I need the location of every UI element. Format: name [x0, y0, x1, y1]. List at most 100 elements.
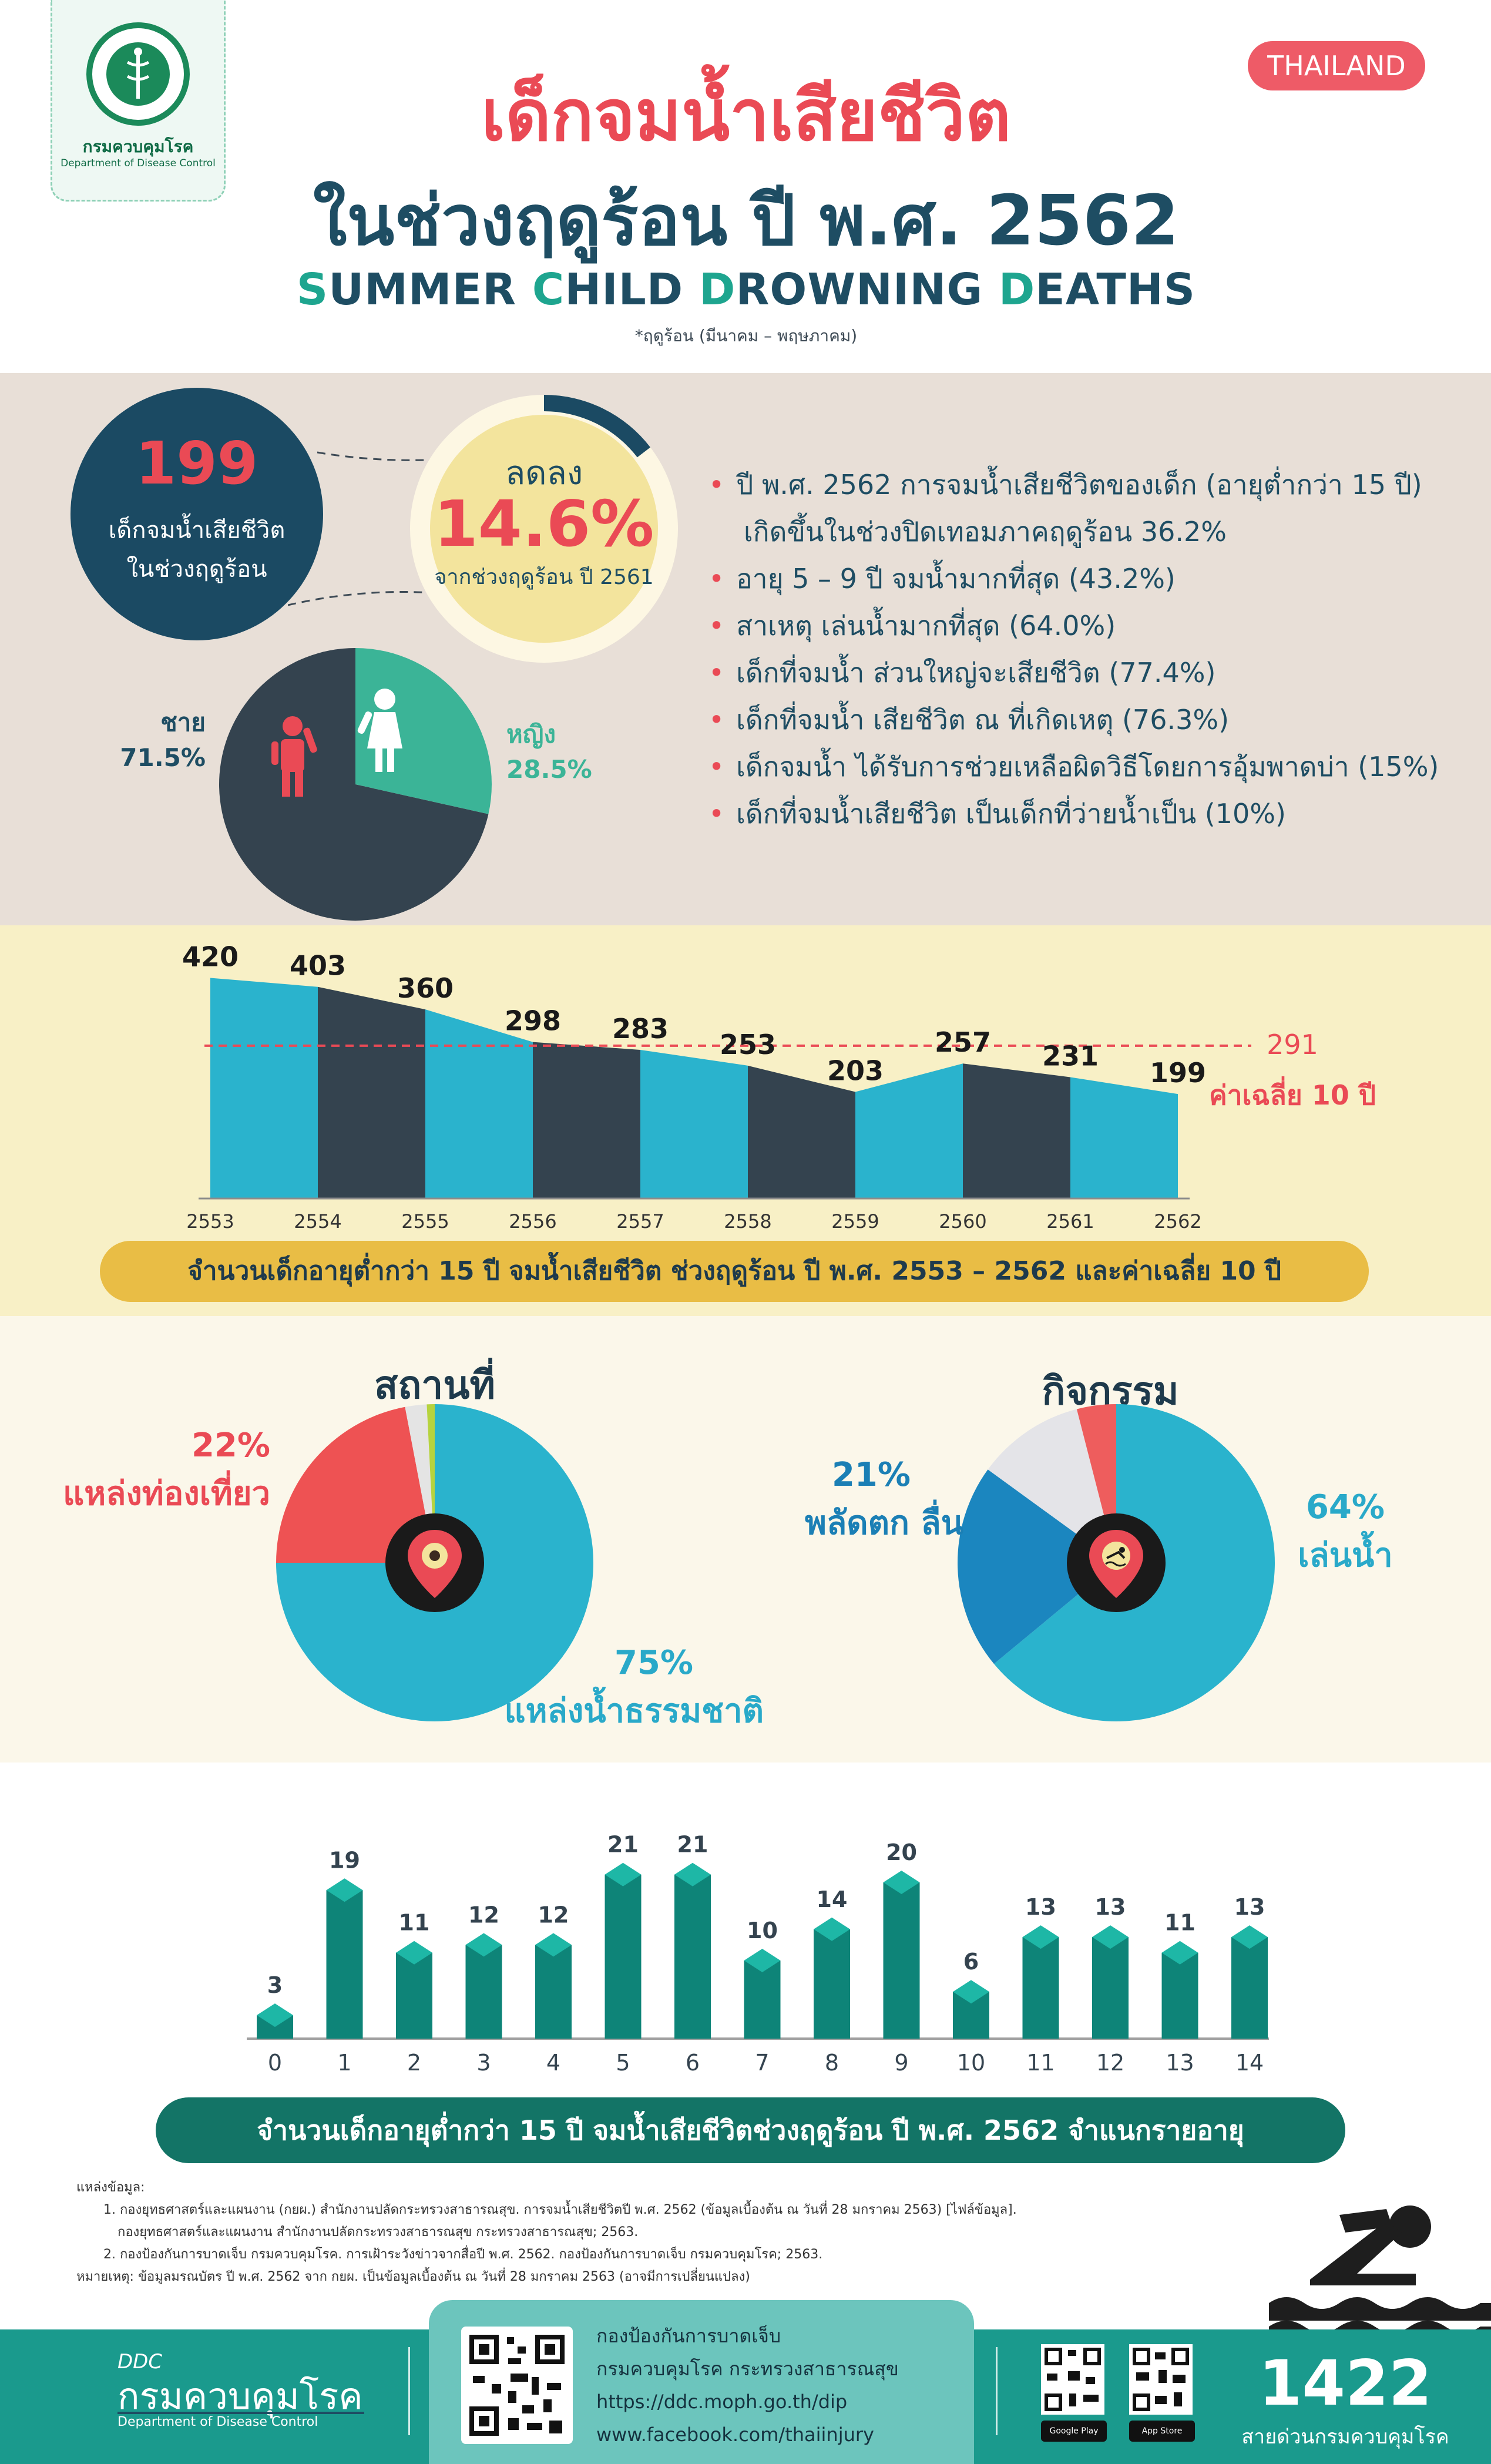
age-bar-top	[1231, 1925, 1268, 1949]
contact-info: กองป้องกันการบาดเจ็บ กรมควบคุมโรค กระทรว…	[596, 2319, 972, 2451]
age-value-label: 20	[886, 1839, 917, 1865]
bullet-icon: •	[708, 657, 725, 689]
trend-value-label: 360	[397, 972, 454, 1004]
contact-ministry: กรมควบคุมโรค กระทรวงสาธารณสุข	[596, 2358, 899, 2380]
trend-area-segment	[748, 1065, 855, 1199]
source-line: 1. กองยุทธศาสตร์และแผนงาน (กยผ.) สำนักงา…	[103, 2203, 1017, 2217]
age-bar	[605, 1874, 642, 2039]
age-category-label: 0	[268, 2050, 282, 2076]
contact-website-link[interactable]: https://ddc.moph.go.th/dip	[596, 2391, 848, 2413]
age-bar-chart: 3019111212312421521610714820961013111312…	[247, 1832, 1269, 2076]
trend-year-label: 2561	[1046, 1210, 1094, 1233]
age-value-label: 10	[747, 1918, 778, 1943]
qr-code-icon[interactable]	[461, 2327, 573, 2444]
sources-block: แหล่งข้อมูล: 1. กองยุทธศาสตร์และแผนงาน (…	[76, 2177, 1251, 2288]
age-category-label: 14	[1235, 2050, 1264, 2076]
trend-area-segment	[425, 1009, 533, 1199]
trend-value-label: 420	[182, 941, 239, 973]
fact-text: สาเหตุ เล่นน้ำมากที่สุด (64.0%)	[736, 610, 1116, 642]
app-store-badge[interactable]: App Store	[1129, 2421, 1195, 2442]
fact-text: เกิดขึ้นในช่วงปิดเทอมภาคฤดูร้อน 36.2%	[744, 516, 1227, 548]
fact-text: เด็กที่จมน้ำเสียชีวิต เป็นเด็กที่ว่ายน้ำ…	[736, 798, 1286, 830]
age-bar	[1022, 1937, 1059, 2039]
age-category-label: 13	[1166, 2050, 1194, 2076]
trend-area-segment	[210, 978, 318, 1199]
bullet-icon: •	[708, 751, 725, 783]
fact-text: เด็กจมน้ำ ได้รับการช่วยเหลือผิดวิธีโดยกา…	[736, 751, 1439, 783]
age-bar-top	[814, 1917, 850, 1941]
age-bar-top	[396, 1941, 432, 1965]
male-value: 71.5%	[120, 743, 206, 772]
trend-value-label: 253	[720, 1029, 776, 1060]
country-badge: THAILAND	[1248, 41, 1425, 90]
trend-area-segment	[318, 986, 425, 1199]
female-label-text: หญิง	[506, 720, 556, 748]
tourist-label: แหล่งท่องเที่ยว	[63, 1475, 270, 1513]
qr-code-icon[interactable]	[1041, 2344, 1104, 2415]
age-bar	[674, 1874, 711, 2039]
title-en-rest: HILD	[565, 264, 699, 315]
bullet-icon: •	[708, 704, 725, 736]
age-category-label: 4	[546, 2050, 560, 2076]
swimmer-icon	[1269, 2205, 1491, 2338]
age-value-label: 11	[399, 1910, 430, 1936]
title-en-cap: D	[699, 264, 736, 315]
contact-org: กองป้องกันการบาดเจ็บ	[596, 2325, 781, 2347]
source-line: กองยุทธศาสตร์และแผนงาน สำนักงานปลัดกระทร…	[117, 2225, 639, 2240]
age-bar-top	[1022, 1925, 1059, 1949]
slip-label: พลัดตก ลื่น	[805, 1504, 963, 1542]
trend-year-label: 2557	[616, 1210, 664, 1233]
activity-pie-chart	[958, 1404, 1275, 1721]
key-facts-list: • ปี พ.ศ. 2562 การจมน้ำเสียชีวิตของเด็ก (…	[708, 461, 1472, 837]
qr-code-icon[interactable]	[1129, 2344, 1193, 2415]
logo: กรมควบคุมโรค Department of Disease Contr…	[51, 0, 226, 202]
nature-label: แหล่งน้ำธรรมชาติ	[504, 1692, 764, 1730]
total-deaths-label: เด็กจมน้ำเสียชีวิต ในช่วงฤดูร้อน	[108, 517, 286, 583]
trend-value-label: 203	[827, 1055, 884, 1087]
hotline-label: สายด่วนกรมควบคุมโรค	[1241, 2425, 1449, 2449]
fact-item-continuation: เกิดขึ้นในช่วงปิดเทอมภาคฤดูร้อน 36.2%	[708, 508, 1472, 555]
nature-slice-label: 75% แหล่งน้ำธรรมชาติ	[499, 1639, 764, 1735]
title-en-rest: UMMER	[328, 264, 532, 315]
title-en-cap: C	[532, 264, 565, 315]
fact-item: • เด็กจมน้ำ ได้รับการช่วยเหลือผิดวิธีโดยก…	[708, 743, 1472, 790]
bullet-icon: •	[708, 610, 725, 642]
activity-slice	[988, 1409, 1116, 1563]
fact-item: • สาเหตุ เล่นน้ำมากที่สุด (64.0%)	[708, 602, 1472, 649]
female-label: หญิง 28.5%	[506, 717, 636, 787]
fact-item: • เด็กที่จมน้ำ ส่วนใหญ่จะเสียชีวิต (77.4%…	[708, 649, 1472, 696]
google-play-badge[interactable]: Google Play	[1041, 2421, 1107, 2442]
fact-item: • เด็กที่จมน้ำเสียชีวิต เป็นเด็กที่ว่ายน้…	[708, 790, 1472, 837]
source-line: 2. กองป้องกันการบาดเจ็บ กรมควบคุมโรค. กา…	[103, 2247, 823, 2262]
decline-label: ลดลง	[505, 454, 583, 492]
age-value-label: 11	[1164, 1910, 1196, 1936]
fact-text: อายุ 5 – 9 ปี จมน้ำมากที่สุด (43.2%)	[736, 563, 1176, 595]
trend-area-segment	[640, 1049, 748, 1199]
trend-year-label: 2562	[1154, 1210, 1201, 1233]
age-category-label: 12	[1096, 2050, 1124, 2076]
contact-facebook-link[interactable]: www.facebook.com/thaiinjury	[596, 2423, 874, 2446]
girl-icon	[357, 689, 402, 772]
english-title: SUMMER CHILD DROWNING DEATHS	[294, 264, 1198, 315]
age-bar	[1092, 1937, 1129, 2039]
age-bar-top	[535, 1933, 572, 1957]
age-bar-top	[674, 1862, 711, 1886]
place-pie-chart	[276, 1404, 593, 1721]
trend-year-label: 2558	[724, 1210, 771, 1233]
page-title: เด็กจมน้ำเสียชีวิต	[481, 75, 1011, 157]
decline-value: 14.6%	[434, 488, 654, 561]
total-deaths-value: 199	[135, 429, 258, 498]
trend-value-label: 298	[505, 1005, 561, 1037]
female-slice	[355, 648, 492, 814]
age-section	[0, 1763, 1491, 2327]
play-pct: 64%	[1305, 1488, 1385, 1526]
trend-year-label: 2554	[294, 1210, 341, 1233]
age-category-label: 3	[476, 2050, 491, 2076]
trend-value-label: 403	[290, 950, 346, 982]
age-bar-top	[1092, 1925, 1129, 1949]
male-label-text: ชาย	[160, 708, 206, 737]
age-category-label: 8	[825, 2050, 839, 2076]
place-chart-title: สถานที่	[374, 1362, 495, 1408]
ministry-seal-icon	[86, 22, 190, 126]
age-bar	[814, 1929, 850, 2039]
